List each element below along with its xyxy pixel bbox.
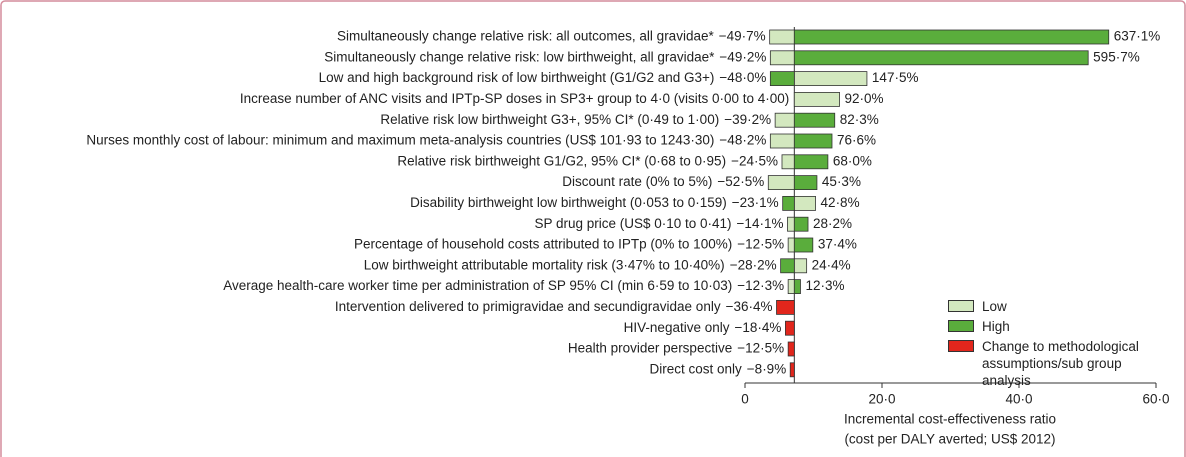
bar [793,50,1089,66]
value-label: −28·2% [730,257,777,272]
value-label: 92·0% [845,91,884,106]
value-label: 42·8% [821,195,860,210]
legend-item: High [948,318,1168,335]
bar [767,175,795,191]
value-label: 595·7% [1093,49,1140,64]
category-label: Increase number of ANC visits and IPTp-S… [240,91,789,106]
bar [789,362,795,378]
bar [769,29,795,45]
value-label: 76·6% [837,133,876,148]
value-label: −49·7% [719,29,766,44]
value-label: −39·2% [724,112,771,127]
bar [785,320,795,336]
x-tick-label: 20·0 [868,392,895,407]
category-label: Percentage of household costs attributed… [354,237,732,252]
category-label: Low and high background risk of low birt… [319,70,715,85]
legend-label: Change to methodological assumptions/sub… [982,339,1139,388]
value-label: −36·4% [726,299,773,314]
bar [793,195,816,211]
bar [787,237,795,253]
category-label: Low birthweight attributable mortality r… [364,257,725,272]
legend-label: Low [982,299,1007,314]
bar [787,341,795,357]
category-label: Average health-care worker time per admi… [223,278,732,293]
value-label: 37·4% [818,237,857,252]
bar [769,50,795,66]
bar [776,299,795,315]
bar [787,279,795,295]
value-label: 637·1% [1114,29,1161,44]
legend-item: Low [948,298,1168,315]
bar [793,279,801,295]
value-label: 68·0% [833,153,872,168]
bar [793,92,840,107]
value-label: −49·2% [719,49,766,64]
value-label: −8·9% [747,361,786,376]
value-label: −12·5% [737,341,784,356]
value-label: 45·3% [822,174,861,189]
value-label: 12·3% [805,278,844,293]
bar [782,195,795,211]
bar [793,133,833,149]
bar [793,216,809,232]
bar [793,175,818,191]
value-label: 28·2% [813,216,852,231]
value-label: −12·3% [737,278,784,293]
legend-label: High [982,319,1010,334]
value-label: −52·5% [717,174,764,189]
legend-swatch [948,320,974,332]
x-tick-label: 40·0 [1005,392,1032,407]
bar [769,71,795,86]
category-label: Nurses monthly cost of labour: minimum a… [86,133,714,148]
category-label: Disability birthweight low birthweight (… [410,195,727,210]
category-label: SP drug price (US$ 0·10 to 0·41) [534,216,731,231]
legend-swatch [948,300,974,312]
value-label: −48·0% [719,70,766,85]
x-tick-label: 0 [741,392,749,407]
category-label: Simultaneously change relative risk: all… [337,29,714,44]
bar [793,154,829,170]
x-axis-title: Incremental cost-effectiveness ratio [844,412,1056,427]
bar [787,216,795,232]
category-label: Intervention delivered to primigravidae … [335,299,721,314]
legend: Low High Change to methodological assumpti… [948,298,1168,392]
bar [793,71,868,86]
value-label: −48·2% [719,133,766,148]
bar [793,112,836,128]
value-label: 82·3% [840,112,879,127]
x-axis-title: (cost per DALY averted; US$ 2012) [844,432,1055,447]
category-label: HIV-negative only [624,320,730,335]
value-label: −23·1% [732,195,779,210]
category-label: Relative risk low birthweight G3+, 95% C… [380,112,719,127]
legend-item: Change to methodological assumptions/sub… [948,338,1168,389]
category-label: Relative risk birthweight G1/G2, 95% CI*… [397,153,726,168]
x-tick-label: 60·0 [1142,392,1169,407]
bar [781,154,795,170]
legend-swatch [948,340,974,352]
bar [774,112,795,128]
category-label: Simultaneously change relative risk: low… [324,49,715,64]
value-label: −24·5% [731,153,778,168]
bar [793,29,1110,45]
category-label: Direct cost only [650,361,743,376]
bar [793,237,814,253]
value-label: −18·4% [734,320,781,335]
bar [780,258,795,274]
bar [769,133,795,149]
category-label: Health provider perspective [568,341,732,356]
value-label: 147·5% [872,70,919,85]
value-label: −14·1% [737,216,784,231]
value-label: −12·5% [737,237,784,252]
bar [793,258,808,274]
category-label: Discount rate (0% to 5%) [562,174,712,189]
value-label: 24·4% [812,257,851,272]
